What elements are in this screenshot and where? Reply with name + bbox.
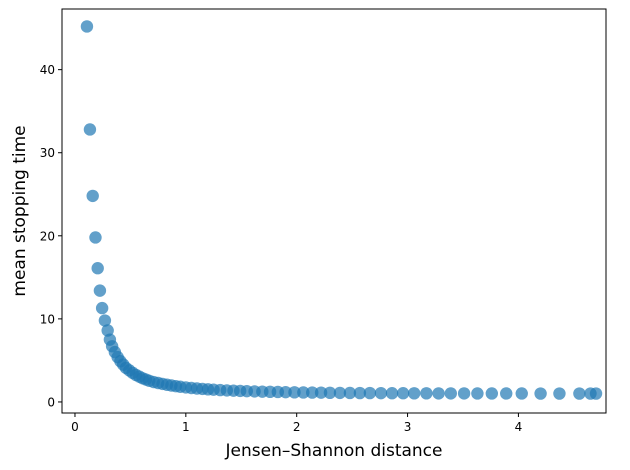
data-point	[91, 261, 104, 275]
x-tick-label: 0	[71, 420, 79, 434]
x-axis-label: Jensen–Shannon distance	[225, 441, 443, 461]
data-point	[93, 284, 107, 297]
data-point	[553, 387, 566, 400]
y-tick-label: 10	[40, 312, 55, 326]
data-point	[279, 385, 292, 399]
data-point	[385, 387, 399, 400]
data-point	[95, 301, 109, 315]
data-point	[444, 387, 457, 400]
y-tick-label: 40	[40, 63, 55, 77]
data-point	[420, 387, 433, 400]
data-point	[432, 387, 445, 400]
data-point	[485, 387, 499, 400]
data-point	[314, 386, 328, 399]
data-point	[333, 386, 347, 400]
y-axis: 0 10 20 30 40	[40, 63, 62, 409]
data-point	[80, 20, 94, 33]
data-point	[374, 386, 388, 400]
data-point	[353, 386, 367, 400]
data-point	[589, 387, 603, 400]
data-point	[500, 387, 513, 400]
data-point	[471, 387, 484, 400]
data-point	[288, 386, 301, 399]
x-axis: 0 1 2 3 4	[71, 413, 522, 434]
data-point	[323, 386, 337, 400]
data-point	[396, 387, 410, 400]
data-point	[83, 123, 97, 136]
data-point	[297, 386, 310, 399]
data-point	[86, 189, 99, 203]
points-layer	[80, 20, 603, 400]
data-point	[408, 387, 421, 400]
data-point	[306, 386, 319, 399]
data-point	[98, 314, 112, 327]
y-tick-label: 20	[40, 229, 55, 243]
data-point	[515, 387, 528, 400]
x-tick-label: 2	[293, 420, 301, 434]
data-point	[573, 387, 586, 400]
data-point	[534, 387, 547, 400]
data-point	[363, 386, 377, 400]
x-tick-label: 3	[404, 420, 412, 434]
data-point	[343, 386, 357, 400]
data-point	[89, 231, 102, 244]
data-point	[457, 387, 471, 400]
plot-frame	[61, 8, 607, 414]
y-axis-label: mean stopping time	[10, 125, 30, 296]
y-tick-label: 30	[40, 146, 55, 160]
y-tick-label: 0	[47, 395, 55, 409]
x-tick-label: 1	[182, 420, 190, 434]
x-tick-label: 4	[515, 420, 523, 434]
